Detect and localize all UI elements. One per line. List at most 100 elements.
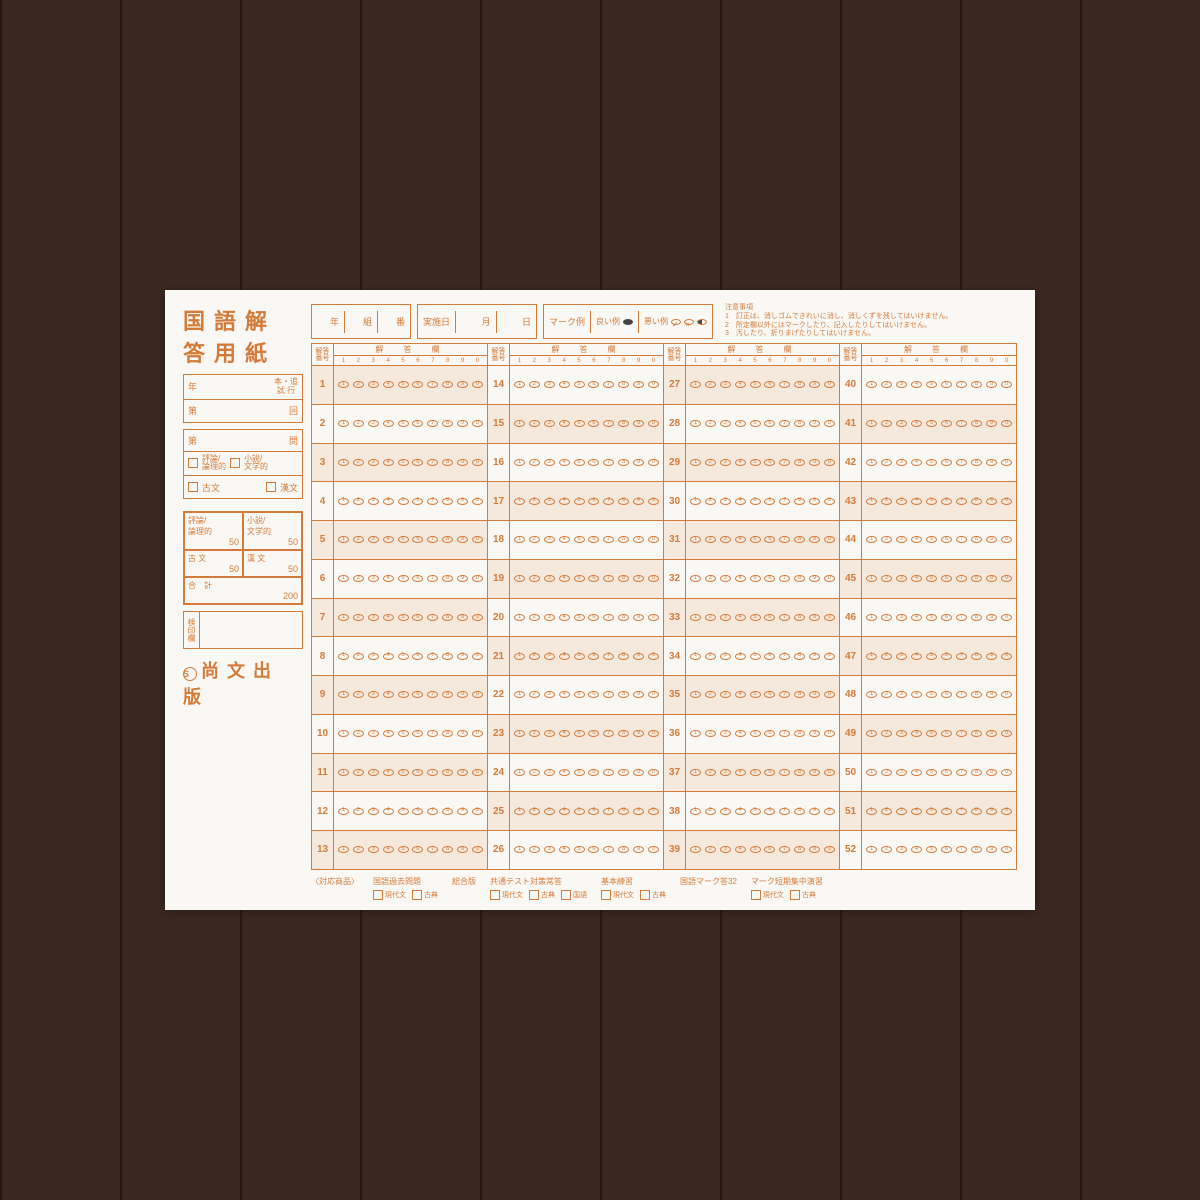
bubble[interactable]: 1 [514,730,525,737]
bubble[interactable]: 6 [941,381,952,388]
bubble[interactable]: 4 [735,730,746,737]
bubble[interactable]: 8 [971,691,982,698]
bubble[interactable]: 0 [824,536,835,543]
bubble[interactable]: 0 [648,730,659,737]
bubble[interactable]: 4 [383,846,394,853]
bubble[interactable]: 5 [926,769,937,776]
bubble[interactable]: 4 [911,381,922,388]
bubble[interactable]: 2 [705,691,716,698]
bubble[interactable]: 8 [971,653,982,660]
bubble[interactable]: 0 [648,420,659,427]
bubble[interactable]: 1 [338,614,349,621]
bubble[interactable]: 4 [383,420,394,427]
bubble[interactable]: 0 [648,614,659,621]
bubble[interactable]: 9 [633,459,644,466]
bubble[interactable]: 0 [1001,691,1012,698]
bubble[interactable]: 7 [427,808,438,815]
bubble[interactable]: 7 [956,769,967,776]
bubble[interactable]: 1 [866,459,877,466]
bubble[interactable]: 8 [794,381,805,388]
bubble[interactable]: 9 [633,575,644,582]
bubble[interactable]: 9 [809,536,820,543]
bubble[interactable]: 6 [588,653,599,660]
bubble[interactable]: 9 [986,653,997,660]
bubble[interactable]: 6 [764,575,775,582]
bubble[interactable]: 3 [544,420,555,427]
bubble[interactable]: 1 [866,536,877,543]
bubble[interactable]: 5 [574,691,585,698]
bubble[interactable]: 8 [971,536,982,543]
bubble[interactable]: 5 [750,653,761,660]
bubble[interactable]: 9 [457,769,468,776]
bubble[interactable]: 2 [353,846,364,853]
bubble[interactable]: 5 [926,846,937,853]
bubble[interactable]: 0 [1001,730,1012,737]
bubble[interactable]: 8 [618,808,629,815]
bubble[interactable]: 5 [750,381,761,388]
bubble[interactable]: 4 [559,846,570,853]
bubble[interactable]: 9 [986,459,997,466]
bubble[interactable]: 4 [911,653,922,660]
bubble[interactable]: 7 [779,653,790,660]
bubble[interactable]: 7 [427,691,438,698]
footer-option[interactable]: 古典 [412,890,438,900]
bubble[interactable]: 4 [559,498,570,505]
bubble[interactable]: 6 [764,769,775,776]
bubble[interactable]: 3 [368,459,379,466]
bubble[interactable]: 7 [427,730,438,737]
bubble[interactable]: 3 [368,846,379,853]
bubble[interactable]: 0 [472,420,483,427]
bubble[interactable]: 1 [690,459,701,466]
bubble[interactable]: 6 [764,808,775,815]
bubble[interactable]: 6 [588,846,599,853]
bubble[interactable]: 6 [764,653,775,660]
bubble[interactable]: 6 [764,498,775,505]
bubble[interactable]: 2 [529,498,540,505]
bubble[interactable]: 3 [896,536,907,543]
bubble[interactable]: 3 [896,769,907,776]
bubble[interactable]: 2 [353,575,364,582]
bubble[interactable]: 2 [353,498,364,505]
bubble[interactable]: 9 [633,730,644,737]
bubble[interactable]: 1 [338,691,349,698]
bubble[interactable]: 7 [427,498,438,505]
bubble[interactable]: 6 [412,498,423,505]
bubble[interactable]: 2 [705,498,716,505]
bubble[interactable]: 0 [1001,420,1012,427]
bubble[interactable]: 7 [779,846,790,853]
bubble[interactable]: 2 [529,614,540,621]
bubble[interactable]: 9 [457,846,468,853]
bubble[interactable]: 2 [353,381,364,388]
bubble[interactable]: 7 [603,730,614,737]
bubble[interactable]: 1 [866,381,877,388]
bubble[interactable]: 0 [648,653,659,660]
checkbox[interactable] [266,482,276,492]
bubble[interactable]: 8 [618,769,629,776]
bubble[interactable]: 7 [603,498,614,505]
bubble[interactable]: 4 [735,691,746,698]
bubble[interactable]: 0 [824,691,835,698]
bubble[interactable]: 5 [926,498,937,505]
bubble[interactable]: 0 [1001,653,1012,660]
bubble[interactable]: 9 [986,575,997,582]
bubble[interactable]: 3 [720,730,731,737]
bubble[interactable]: 6 [764,691,775,698]
bubble[interactable]: 5 [398,614,409,621]
bubble[interactable]: 5 [750,575,761,582]
bubble[interactable]: 4 [383,691,394,698]
bubble[interactable]: 1 [690,536,701,543]
bubble[interactable]: 8 [618,691,629,698]
bubble[interactable]: 8 [442,614,453,621]
bubble[interactable]: 3 [720,614,731,621]
bubble[interactable]: 4 [559,536,570,543]
bubble[interactable]: 8 [794,614,805,621]
bubble[interactable]: 8 [618,459,629,466]
bubble[interactable]: 8 [794,730,805,737]
bubble[interactable]: 5 [574,769,585,776]
bubble[interactable]: 8 [442,730,453,737]
bubble[interactable]: 4 [911,691,922,698]
bubble[interactable]: 8 [794,691,805,698]
bubble[interactable]: 4 [911,769,922,776]
bubble[interactable]: 4 [735,498,746,505]
bubble[interactable]: 1 [338,498,349,505]
